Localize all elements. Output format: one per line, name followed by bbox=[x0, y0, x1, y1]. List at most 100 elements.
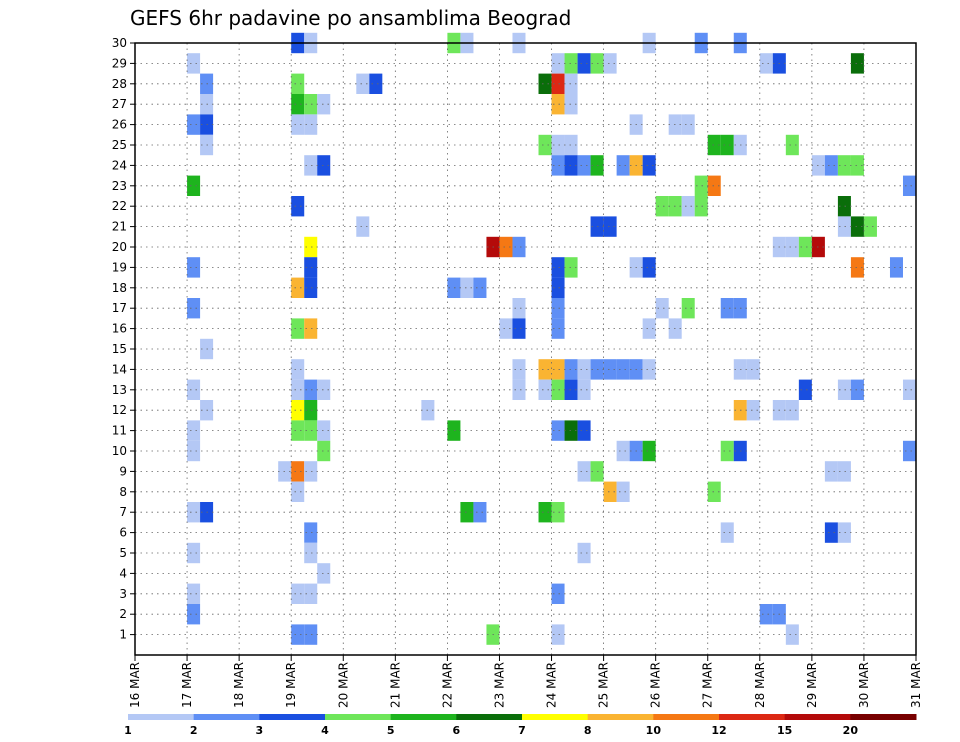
heatmap-cell bbox=[291, 420, 305, 441]
x-tick-label: 30 MAR bbox=[857, 662, 871, 708]
colorbar-label: 1 bbox=[124, 724, 132, 737]
heatmap-cell bbox=[564, 420, 578, 441]
heatmap-cell bbox=[187, 604, 201, 625]
heatmap-cell bbox=[460, 277, 474, 298]
heatmap-cell bbox=[304, 94, 318, 115]
x-tick-label: 25 MAR bbox=[597, 662, 611, 708]
heatmap-cell bbox=[707, 134, 721, 156]
heatmap-cell bbox=[304, 155, 318, 176]
colorbar-swatch bbox=[259, 714, 326, 720]
heatmap-cell bbox=[512, 359, 526, 380]
heatmap-cell bbox=[837, 196, 851, 217]
heatmap-cell bbox=[551, 624, 565, 645]
y-tick-label: 20 bbox=[112, 240, 127, 254]
y-tick-label: 18 bbox=[112, 281, 127, 295]
colorbar-label: 15 bbox=[777, 724, 792, 737]
heatmap-cell bbox=[291, 114, 305, 135]
heatmap-cell bbox=[837, 216, 851, 237]
heatmap-cell bbox=[317, 420, 331, 441]
heatmap-cell bbox=[304, 114, 318, 135]
y-tick-label: 24 bbox=[112, 158, 127, 172]
colorbar-label: 12 bbox=[711, 724, 726, 737]
y-tick-label: 19 bbox=[112, 260, 127, 274]
heatmap-cell bbox=[551, 318, 565, 339]
heatmap-cell bbox=[681, 298, 695, 319]
heatmap-cell bbox=[538, 502, 552, 523]
heatmap-cell bbox=[304, 257, 318, 278]
heatmap-cell bbox=[850, 257, 864, 278]
heatmap-cell bbox=[616, 359, 630, 380]
heatmap-cell bbox=[850, 379, 864, 400]
heatmap-cell bbox=[564, 53, 578, 74]
heatmap-cell bbox=[291, 481, 305, 502]
heatmap-cell bbox=[837, 461, 851, 482]
y-axis: 1234567891011121314151617181920212223242… bbox=[112, 36, 135, 642]
heatmap-cell bbox=[616, 481, 630, 502]
heatmap-cell bbox=[304, 542, 318, 564]
heatmap-cell bbox=[720, 440, 734, 462]
heatmap-cell bbox=[291, 277, 305, 298]
heatmap-cell bbox=[564, 379, 578, 400]
heatmap-cell bbox=[512, 236, 526, 258]
x-tick-label: 24 MAR bbox=[545, 662, 559, 708]
heatmap-cell bbox=[616, 440, 630, 462]
heatmap-cell bbox=[707, 481, 721, 502]
y-tick-label: 29 bbox=[112, 56, 127, 70]
heatmap-cell bbox=[187, 502, 201, 523]
x-tick-label: 28 MAR bbox=[753, 662, 767, 708]
colorbar-label: 20 bbox=[843, 724, 859, 737]
heatmap-cell bbox=[187, 420, 201, 441]
heatmap-cell bbox=[551, 277, 565, 298]
heatmap-cell bbox=[304, 522, 318, 543]
heatmap-cell bbox=[538, 134, 552, 156]
heatmap-cell bbox=[291, 196, 305, 217]
heatmap-cell bbox=[304, 318, 318, 339]
colorbar-swatch bbox=[193, 714, 260, 720]
heatmap-cell bbox=[512, 318, 526, 339]
heatmap-cell bbox=[447, 420, 461, 441]
colorbar-swatch bbox=[850, 714, 917, 720]
heatmap-cell bbox=[187, 53, 201, 74]
heatmap-cell bbox=[603, 481, 617, 502]
heatmap-cell bbox=[291, 461, 305, 482]
colorbar-swatch bbox=[653, 714, 720, 720]
heatmap-cell bbox=[707, 175, 721, 196]
heatmap-cell bbox=[681, 196, 695, 217]
y-tick-label: 2 bbox=[119, 607, 127, 621]
heatmap-cell bbox=[902, 379, 916, 400]
colorbar-label: 3 bbox=[256, 724, 264, 737]
heatmap-cell bbox=[642, 318, 656, 339]
colorbar-label: 10 bbox=[646, 724, 662, 737]
y-tick-label: 28 bbox=[112, 77, 127, 91]
heatmap-cell bbox=[564, 134, 578, 156]
colorbar-swatch bbox=[128, 714, 195, 720]
heatmap-cell bbox=[304, 379, 318, 400]
y-tick-label: 7 bbox=[119, 505, 127, 519]
x-tick-label: 19 MAR bbox=[284, 662, 298, 708]
heatmap-cell bbox=[447, 277, 461, 298]
heatmap-cell bbox=[577, 379, 591, 400]
heatmap-cell bbox=[473, 502, 487, 523]
heatmap-cell bbox=[499, 318, 513, 339]
heatmap-cell bbox=[642, 359, 656, 380]
heatmap-cell bbox=[577, 461, 591, 482]
heatmap-cell bbox=[551, 298, 565, 319]
x-tick-label: 27 MAR bbox=[701, 662, 715, 708]
x-tick-label: 16 MAR bbox=[128, 662, 142, 708]
heatmap-cell bbox=[889, 257, 903, 278]
heatmap-cell bbox=[460, 502, 474, 523]
x-tick-label: 26 MAR bbox=[649, 662, 663, 708]
y-tick-label: 26 bbox=[112, 118, 127, 132]
heatmap-cell bbox=[785, 236, 799, 258]
heatmap-cell bbox=[564, 94, 578, 115]
colorbar-label: 4 bbox=[321, 724, 329, 737]
heatmap-cell bbox=[187, 114, 201, 135]
colorbar-swatch bbox=[325, 714, 392, 720]
heatmap-cell bbox=[759, 604, 773, 625]
heatmap-cell bbox=[720, 522, 734, 543]
y-tick-label: 8 bbox=[119, 485, 127, 499]
heatmap-cell bbox=[291, 94, 305, 115]
colorbar-label: 7 bbox=[518, 724, 526, 737]
heatmap-cell bbox=[837, 522, 851, 543]
